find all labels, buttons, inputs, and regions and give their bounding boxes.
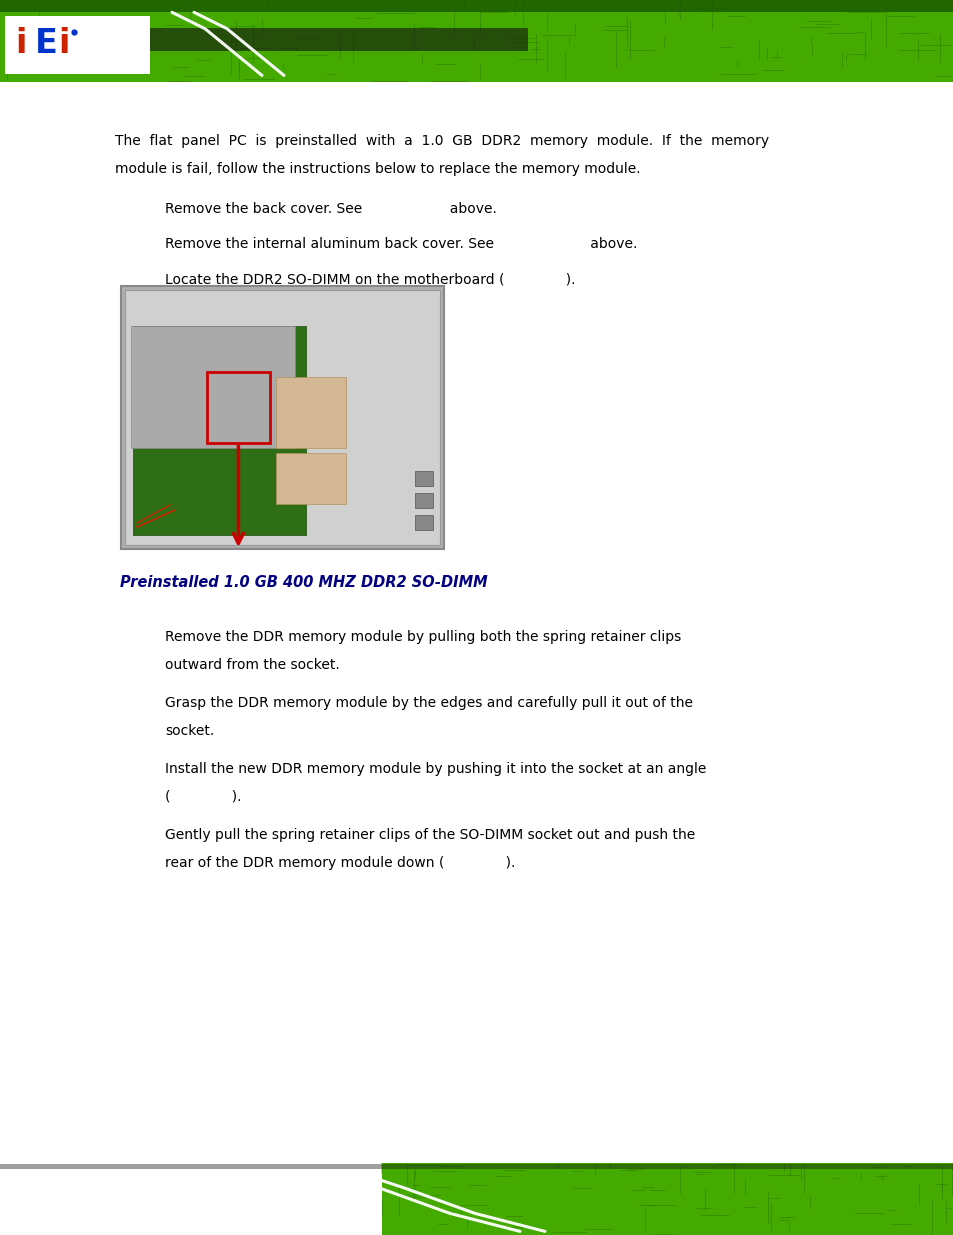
Bar: [415, 493, 433, 508]
Bar: [0, 1163, 381, 1235]
Bar: [207, 372, 270, 443]
Bar: [276, 377, 345, 448]
Bar: [121, 287, 443, 550]
Text: Remove the internal aluminum back cover. See                      above.: Remove the internal aluminum back cover.…: [165, 237, 637, 251]
Text: The  flat  panel  PC  is  preinstalled  with  a  1.0  GB  DDR2  memory  module. : The flat panel PC is preinstalled with a…: [115, 135, 768, 148]
Text: rear of the DDR memory module down (              ).: rear of the DDR memory module down ( ).: [165, 856, 515, 869]
Text: module is fail, follow the instructions below to replace the memory module.: module is fail, follow the instructions …: [115, 162, 640, 177]
Bar: [0, 1165, 953, 1168]
Text: Gently pull the spring retainer clips of the SO-DIMM socket out and push the: Gently pull the spring retainer clips of…: [165, 827, 695, 842]
Text: E: E: [35, 27, 58, 61]
Bar: [125, 290, 439, 545]
Text: Install the new DDR memory module by pushing it into the socket at an angle: Install the new DDR memory module by pus…: [165, 762, 705, 776]
Bar: [32, 28, 528, 51]
Bar: [415, 471, 433, 487]
Bar: [415, 515, 433, 530]
Text: Remove the back cover. See                    above.: Remove the back cover. See above.: [165, 203, 497, 216]
Bar: [0, 0, 953, 12]
Text: outward from the socket.: outward from the socket.: [165, 658, 339, 672]
Text: (              ).: ( ).: [165, 790, 241, 804]
Text: Locate the DDR2 SO-DIMM on the motherboard (              ).: Locate the DDR2 SO-DIMM on the motherboa…: [165, 272, 575, 287]
Text: Grasp the DDR memory module by the edges and carefully pull it out of the: Grasp the DDR memory module by the edges…: [165, 697, 692, 710]
Text: ®Technology Corp.: ®Technology Corp.: [15, 59, 108, 69]
Bar: [132, 326, 306, 535]
Text: i: i: [15, 27, 27, 61]
Bar: [0, 0, 953, 82]
Bar: [131, 326, 294, 448]
Text: i: i: [58, 27, 70, 61]
Text: socket.: socket.: [165, 724, 214, 739]
Bar: [276, 453, 345, 504]
Bar: [0, 1163, 953, 1235]
Text: Preinstalled 1.0 GB 400 MHZ DDR2 SO-DIMM: Preinstalled 1.0 GB 400 MHZ DDR2 SO-DIMM: [120, 576, 487, 590]
Text: Remove the DDR memory module by pulling both the spring retainer clips: Remove the DDR memory module by pulling …: [165, 630, 680, 643]
Bar: [5, 16, 150, 74]
